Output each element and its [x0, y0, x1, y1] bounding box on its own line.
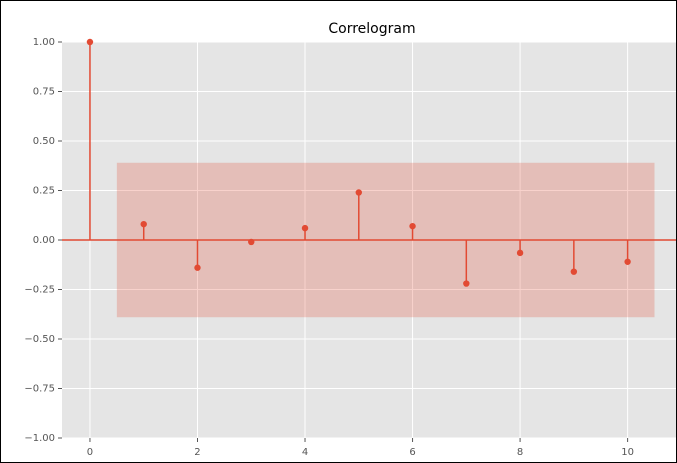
y-tick-label: −0.75: [24, 384, 55, 395]
stem-marker: [86, 38, 94, 46]
y-tick-label: 0.50: [33, 136, 55, 147]
x-tick-label: 10: [621, 447, 634, 458]
chart-title: Correlogram: [328, 21, 415, 37]
y-tick-label: −0.50: [24, 334, 55, 345]
stem-marker: [301, 224, 309, 232]
stem-marker: [463, 280, 470, 287]
stem-marker: [355, 189, 362, 196]
stem-marker: [624, 258, 631, 265]
stem-marker: [409, 222, 416, 230]
x-tick-label: 8: [517, 447, 523, 458]
x-tick-label: 2: [194, 447, 200, 458]
stem-marker: [248, 238, 255, 246]
y-tick-label: −1.00: [24, 433, 55, 444]
stem-marker: [140, 220, 147, 228]
stem-marker: [516, 249, 524, 257]
y-tick-label: −0.25: [24, 285, 55, 296]
x-tick-label: 4: [302, 447, 308, 458]
y-tick-label: 1.00: [33, 37, 55, 48]
x-tick-label: 0: [87, 447, 93, 458]
x-tick-label: 6: [409, 447, 415, 458]
stem-marker: [570, 268, 578, 275]
stem-marker: [194, 264, 201, 271]
y-tick-label: 0.25: [33, 186, 55, 197]
y-tick-label: 0.75: [33, 87, 55, 98]
y-tick-label: 0.00: [33, 235, 55, 246]
